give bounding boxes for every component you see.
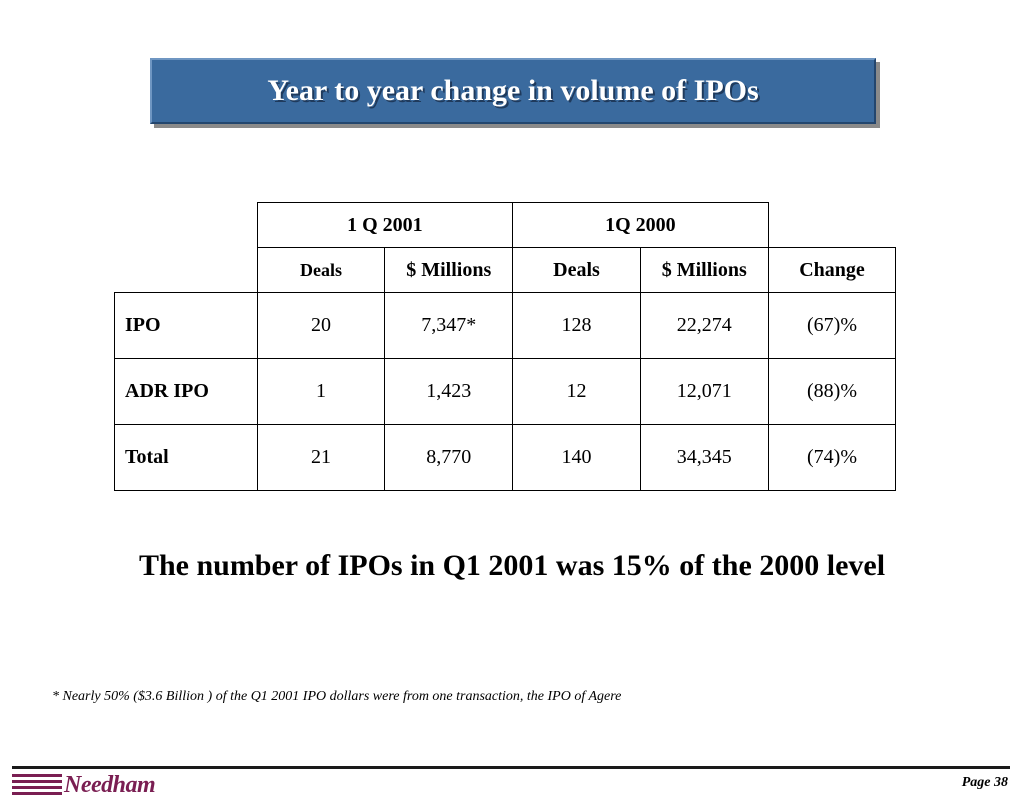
page-title: Year to year change in volume of IPOs <box>267 74 759 107</box>
cell-millions-2001: 7,347* <box>384 292 514 359</box>
col-header-millions-2001: $ Millions <box>384 247 514 293</box>
col-header-millions-2000: $ Millions <box>639 247 769 293</box>
title-banner: Year to year change in volume of IPOs <box>150 58 876 124</box>
cell-change: (88)% <box>767 358 897 425</box>
summary-statement: The number of IPOs in Q1 2001 was 15% of… <box>138 549 886 582</box>
logo-text: Needham <box>64 772 156 798</box>
cell-millions-2001: 1,423 <box>384 358 514 425</box>
table-corner-blank <box>115 203 258 248</box>
table-group-blank <box>768 203 896 248</box>
row-label-ipo: IPO <box>114 292 258 359</box>
ipo-table: 1 Q 2001 1Q 2000 Deals $ Millions Deals … <box>114 202 1024 491</box>
cell-millions-2000: 22,274 <box>639 292 769 359</box>
cell-millions-2000: 12,071 <box>639 358 769 425</box>
cell-deals-2000: 140 <box>512 424 641 491</box>
needham-logo: Needham <box>12 772 156 798</box>
table-row: IPO 20 7,347* 128 22,274 (67)% <box>114 292 1024 359</box>
cell-millions-2000: 34,345 <box>639 424 769 491</box>
cell-millions-2001: 8,770 <box>384 424 514 491</box>
cell-deals-2001: 21 <box>256 424 386 491</box>
table-sub-header-row: Deals $ Millions Deals $ Millions Change <box>115 247 1024 293</box>
footer-divider <box>12 766 1010 769</box>
cell-change: (74)% <box>767 424 897 491</box>
logo-stripes-icon <box>12 774 62 795</box>
table-sub-blank <box>115 248 258 293</box>
col-header-deals-2001: Deals <box>256 247 386 293</box>
group-header-q1-2001: 1 Q 2001 <box>256 202 514 248</box>
table-row: ADR IPO 1 1,423 12 12,071 (88)% <box>114 358 1024 425</box>
cell-deals-2001: 1 <box>256 358 386 425</box>
cell-deals-2000: 12 <box>512 358 641 425</box>
col-header-deals-2000: Deals <box>512 247 641 293</box>
row-label-adr-ipo: ADR IPO <box>114 358 258 425</box>
row-label-total: Total <box>114 424 258 491</box>
col-header-change: Change <box>767 247 897 293</box>
footnote: * Nearly 50% ($3.6 Billion ) of the Q1 2… <box>52 689 622 704</box>
cell-change: (67)% <box>767 292 897 359</box>
cell-deals-2001: 20 <box>256 292 386 359</box>
table-group-header-row: 1 Q 2001 1Q 2000 <box>115 202 1024 248</box>
group-header-q1-2000: 1Q 2000 <box>512 202 769 248</box>
cell-deals-2000: 128 <box>512 292 641 359</box>
page-number: Page 38 <box>961 775 1008 790</box>
table-row: Total 21 8,770 140 34,345 (74)% <box>114 424 1024 491</box>
